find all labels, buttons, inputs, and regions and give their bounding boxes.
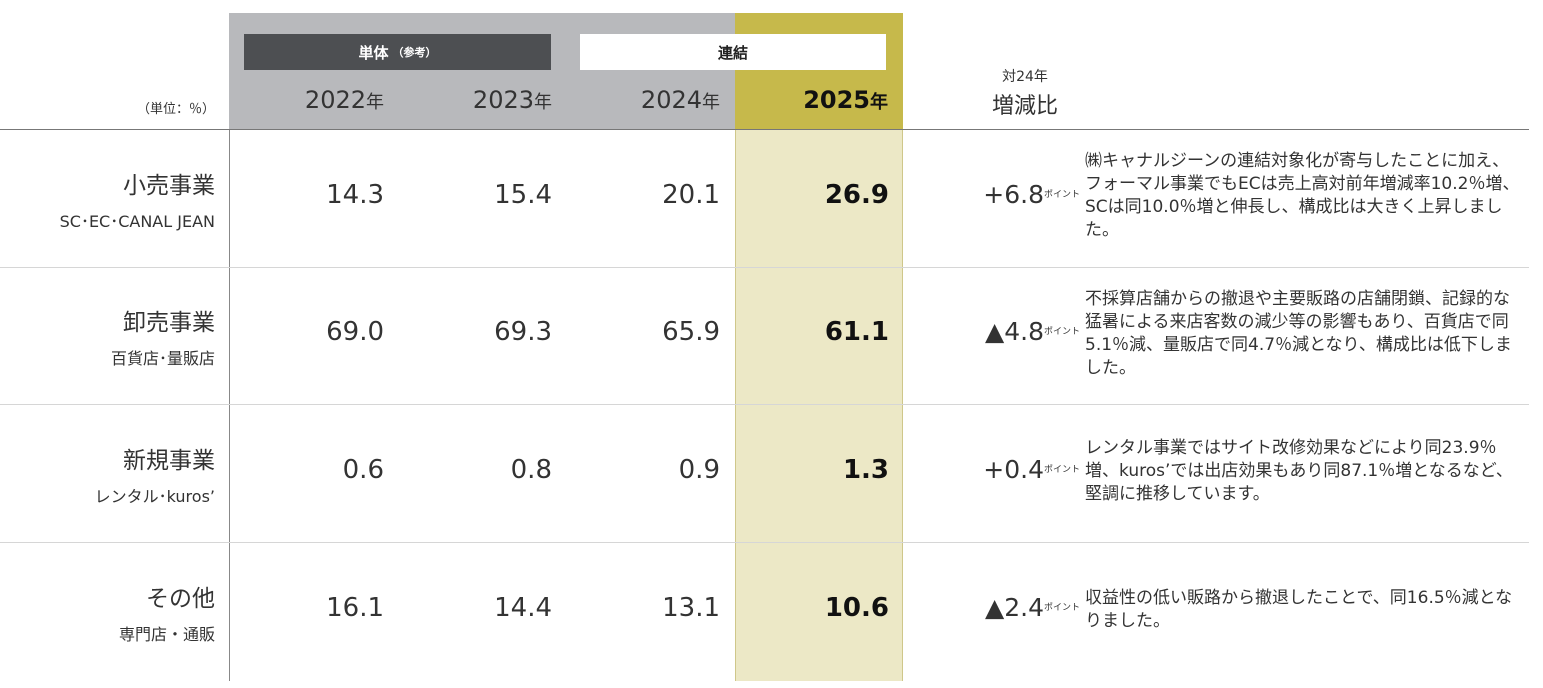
year-header-2024: 2024年 [640,86,720,114]
highlight-column-background [735,130,903,681]
row-divider [0,542,1529,543]
segment-name: 新規事業 [123,448,215,474]
point-unit: ポイント [1044,603,1081,613]
row-divider [0,267,1529,268]
consolidated-label: 連結 [717,43,748,62]
segment-name: その他 [146,586,215,612]
unit-label: （単位：％） [136,102,215,117]
compare-label-bottom: 増減比 [991,94,1058,119]
standalone-label: 単体 [358,43,389,62]
value-cell: 0.9 [678,455,720,485]
row-divider [0,404,1529,405]
value-cell: 65.9 [662,317,720,347]
row-note: レンタル事業ではサイト改修効果などにより同23.9％増、kuros’では出店効果… [1085,438,1513,504]
change-cell: ▲2.4ポイント [985,593,1081,622]
value-cell-highlight: 10.6 [824,593,889,623]
highlight-right-edge [902,130,903,681]
segment-channels: 専門店・通販 [118,625,215,644]
year-header-2022: 2022年 [304,86,384,114]
value-cell: 14.4 [494,593,552,623]
standalone-note: （参考） [392,46,437,59]
value-cell: 20.1 [662,180,720,210]
change-cell: ▲4.8ポイント [985,317,1081,346]
year-header-2023: 2023年 [472,86,552,114]
point-unit: ポイント [1044,465,1081,475]
value-cell: 15.4 [494,180,552,210]
value-cell-highlight: 1.3 [842,455,889,485]
consolidated-label-bar: 連結 [580,34,886,70]
value-cell-highlight: 61.1 [824,317,889,347]
row-note: 収益性の低い販路から撤退したことで、同16.5％減となりました。 [1085,588,1513,631]
standalone-label-bar: 単体 （参考） [244,34,551,70]
segment-channels: 百貨店･量販店 [110,349,215,368]
point-unit: ポイント [1044,190,1081,200]
standalone-header-background [229,13,735,130]
highlight-year-header-background [735,13,903,130]
segment-channels: SC･EC･CANAL JEAN [59,212,215,231]
segment-channels: レンタル･kuros’ [94,487,215,506]
value-cell: 16.1 [326,593,384,623]
segment-label-wholesale: 卸売事業 百貨店･量販店 [0,303,215,369]
value-cell: 13.1 [662,593,720,623]
point-unit: ポイント [1044,327,1081,337]
highlight-left-edge [735,130,736,681]
value-cell-highlight: 26.9 [824,180,889,210]
row-note: ㈱キャナルジーンの連結対象化が寄与したことに加え、フォーマル事業でもECは売上高… [1085,151,1520,240]
value-cell: 14.3 [326,180,384,210]
compare-label-top: 対24年 [1002,69,1048,85]
row-note: 不採算店舗からの撤退や主要販路の店舗閉鎖、記録的な猛暑による来店客数の減少等の影… [1085,289,1512,378]
segment-label-new-business: 新規事業 レンタル･kuros’ [0,441,215,507]
segment-label-other: その他 専門店・通販 [0,579,215,645]
value-cell: 0.6 [342,455,384,485]
table-left-divider [229,130,230,681]
segment-name: 卸売事業 [123,310,215,336]
value-cell: 69.0 [326,317,384,347]
change-cell: +0.4ポイント [983,455,1081,484]
segment-label-retail: 小売事業 SC･EC･CANAL JEAN [0,166,215,232]
year-header-2025: 2025年 [803,86,888,114]
value-cell: 0.8 [510,455,552,485]
segment-name: 小売事業 [123,173,215,199]
value-cell: 69.3 [494,317,552,347]
header-divider [0,129,1529,130]
change-cell: +6.8ポイント [983,180,1081,209]
